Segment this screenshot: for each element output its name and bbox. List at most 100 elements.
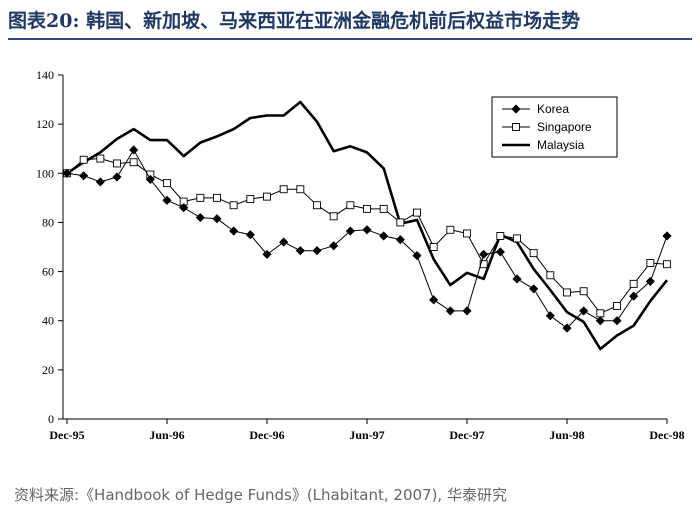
korea-marker: [462, 306, 472, 316]
y-tick-label: 100: [36, 166, 54, 180]
y-tick-label: 140: [36, 68, 54, 82]
korea-marker: [512, 274, 522, 284]
singapore-marker: [379, 204, 388, 213]
series-malaysia: [66, 100, 669, 351]
korea-marker: [345, 226, 355, 236]
korea-marker: [329, 241, 339, 251]
chart-axes: 0 20 40 60 80 100 120 140 Dec-95 Jun-96 Dec-96 Jun-…: [36, 68, 685, 442]
legend-label: Malaysia: [537, 138, 585, 152]
singapore-marker: [79, 155, 88, 164]
x-tick-label: Dec-96: [249, 428, 284, 442]
korea-marker: [312, 246, 322, 256]
korea-marker: [612, 316, 622, 326]
singapore-marker: [663, 260, 671, 269]
singapore-marker: [213, 193, 221, 202]
singapore-marker: [263, 192, 271, 201]
y-tick-label: 120: [36, 117, 54, 131]
y-tick-label: 60: [42, 265, 54, 279]
singapore-marker: [446, 225, 455, 234]
korea-marker: [212, 214, 222, 224]
korea-marker: [511, 104, 521, 114]
legend-item-korea: Korea: [502, 102, 569, 116]
singapore-marker: [579, 287, 588, 296]
chart-legend: Korea Singapore Malaysia: [491, 96, 618, 158]
singapore-marker: [113, 159, 121, 168]
korea-marker: [262, 249, 272, 259]
chart-series: [62, 100, 672, 351]
singapore-marker: [479, 260, 488, 269]
x-tick-label: Jun-97: [349, 428, 384, 442]
x-tick-label: Jun-98: [549, 428, 584, 442]
singapore-marker: [529, 249, 538, 258]
singapore-marker: [296, 185, 305, 194]
korea-marker: [579, 306, 589, 316]
singapore-marker: [313, 201, 321, 210]
singapore-marker: [513, 234, 521, 243]
legend-item-malaysia: Malaysia: [502, 138, 585, 152]
korea-marker: [495, 247, 505, 257]
korea-line: [66, 149, 668, 329]
singapore-marker: [96, 154, 105, 163]
legend-item-singapore: Singapore: [502, 120, 592, 134]
y-tick-label: 20: [42, 363, 54, 377]
singapore-marker: [629, 279, 638, 288]
y-tick-label: 80: [42, 215, 54, 229]
singapore-marker: [413, 208, 421, 217]
korea-marker: [412, 251, 422, 261]
korea-marker: [629, 291, 639, 301]
singapore-marker: [496, 231, 505, 240]
singapore-marker: [646, 259, 655, 267]
x-tick-label: Jun-96: [149, 428, 184, 442]
singapore-marker: [563, 288, 571, 297]
korea-marker: [545, 311, 555, 321]
korea-marker: [429, 295, 439, 305]
korea-marker: [95, 177, 105, 187]
singapore-marker: [512, 123, 520, 131]
y-tick-label: 40: [42, 314, 54, 328]
singapore-marker: [463, 229, 471, 238]
korea-marker: [145, 174, 155, 184]
korea-marker: [362, 225, 372, 235]
x-tick-label: Dec-97: [449, 428, 484, 442]
legend-label: Korea: [537, 102, 569, 116]
korea-marker: [379, 231, 389, 241]
series-korea: [62, 145, 672, 333]
singapore-marker: [279, 185, 288, 194]
korea-marker: [279, 237, 289, 247]
x-tick-label: Dec-95: [49, 428, 84, 442]
x-tick-label: Dec-98: [649, 428, 684, 442]
korea-marker: [595, 316, 605, 326]
singapore-marker: [229, 201, 238, 210]
korea-marker: [245, 230, 255, 240]
singapore-marker: [429, 243, 438, 251]
singapore-marker: [363, 204, 371, 213]
title-divider: [8, 38, 692, 40]
singapore-marker: [596, 309, 605, 318]
chart-figure-title: 图表20: 韩国、新加坡、马来西亚在亚洲金融危机前后权益市场走势: [8, 10, 581, 32]
korea-marker: [645, 276, 655, 286]
korea-marker: [395, 235, 405, 245]
singapore-marker: [546, 271, 555, 280]
singapore-line: [66, 158, 668, 314]
korea-marker: [162, 195, 172, 205]
singapore-marker: [329, 212, 338, 221]
korea-marker: [129, 145, 139, 155]
singapore-marker: [129, 158, 138, 167]
singapore-marker: [163, 179, 171, 188]
korea-marker: [529, 284, 539, 294]
korea-marker: [562, 323, 572, 333]
source-note: 资料来源:《Handbook of Hedge Funds》(Lhabitant…: [14, 486, 507, 504]
korea-marker: [229, 226, 239, 236]
singapore-marker: [396, 218, 405, 227]
singapore-marker: [613, 302, 621, 310]
singapore-marker: [196, 193, 205, 202]
korea-marker: [179, 203, 189, 213]
korea-marker: [112, 172, 122, 182]
korea-marker: [295, 246, 305, 256]
y-tick-label: 0: [48, 412, 54, 426]
singapore-marker: [346, 201, 355, 210]
korea-marker: [62, 168, 72, 178]
korea-marker: [662, 231, 672, 241]
